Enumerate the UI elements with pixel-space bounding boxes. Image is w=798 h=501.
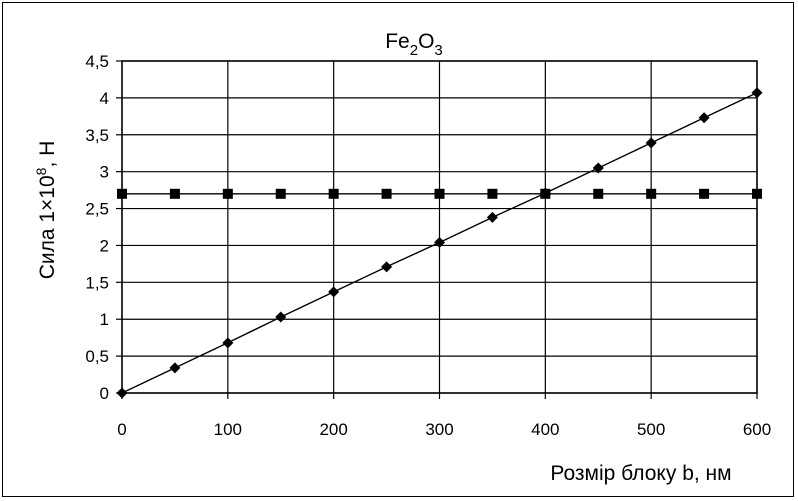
series-2-point — [540, 188, 551, 199]
series-2-point — [275, 188, 286, 199]
series-1-point — [328, 286, 340, 298]
y-tick-label: 2 — [100, 236, 109, 255]
series-2-point — [593, 188, 604, 199]
y-tick-label: 3 — [100, 163, 109, 182]
series-1-point — [486, 211, 498, 223]
y-tick-label: 2,5 — [85, 200, 109, 219]
series-1-point — [751, 87, 763, 99]
y-tick-label: 4 — [100, 89, 109, 108]
chart-title: Fe2O3 — [385, 30, 443, 59]
x-tick-label: 100 — [214, 420, 242, 439]
series-2-point — [434, 188, 445, 199]
x-tick-label: 400 — [531, 420, 559, 439]
series-1-point — [222, 337, 234, 349]
y-tick-label: 0 — [100, 384, 109, 403]
series-2-point — [646, 188, 657, 199]
x-tick-label: 300 — [425, 420, 453, 439]
series-1-point — [434, 236, 445, 248]
series-1-point — [698, 112, 710, 124]
y-tick-label: 1 — [100, 310, 109, 329]
series-2-point — [222, 188, 233, 199]
y-tick-label: 1,5 — [85, 273, 109, 292]
y-tick-label: 0,5 — [85, 347, 109, 366]
series-1-point — [169, 362, 181, 374]
series-2-point — [699, 188, 710, 199]
x-axis-label: Розмір блоку b, нм — [550, 462, 731, 485]
series-1-point — [381, 261, 393, 273]
series-2-point — [487, 188, 498, 199]
series-2-point — [117, 188, 127, 199]
series-1-point — [645, 137, 657, 149]
y-tick-label: 4,5 — [85, 52, 109, 71]
series-2-point — [752, 188, 762, 199]
grid-layer — [121, 60, 758, 394]
x-tick-label: 600 — [743, 420, 771, 439]
x-tick-label: 0 — [117, 420, 126, 439]
series-2-point — [328, 188, 339, 199]
series-layer — [116, 87, 763, 399]
x-tick-label: 500 — [637, 420, 665, 439]
y-tick-label: 3,5 — [85, 126, 109, 145]
series-2-point — [381, 188, 392, 199]
series-1-point — [275, 311, 287, 323]
y-axis-label: Сила 1×108, Н — [33, 141, 59, 280]
tick-layer: 0 0,5 1 1,5 2 2,5 3 3,5 4 4,5 0 100 200 300 400 500 600 — [85, 52, 771, 439]
x-tick-label: 200 — [319, 420, 347, 439]
series-2-point — [169, 188, 180, 199]
series-1-point — [592, 162, 604, 174]
